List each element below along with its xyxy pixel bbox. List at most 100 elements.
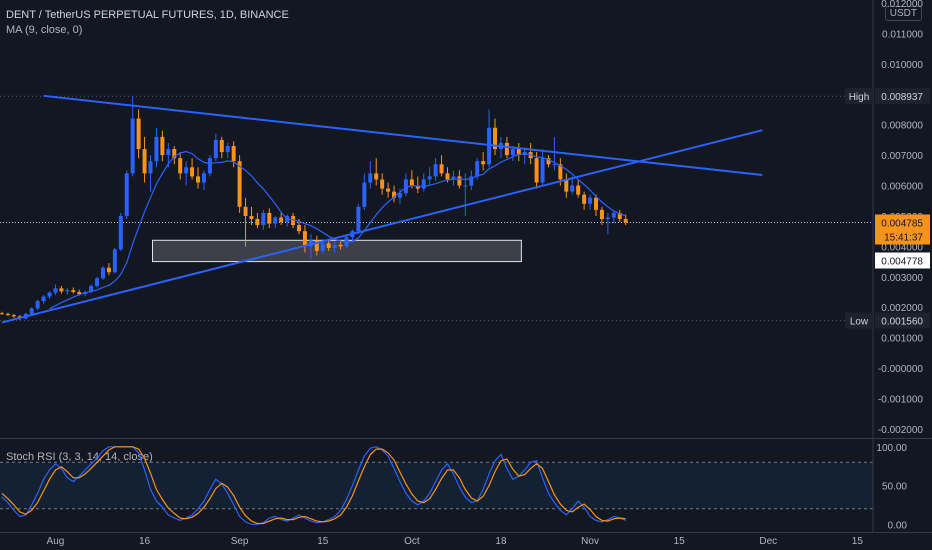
time-tick-label: Oct bbox=[404, 536, 420, 547]
candle bbox=[249, 215, 254, 219]
time-tick-label: 15 bbox=[674, 536, 686, 547]
price-tick-label: -0.002000 bbox=[878, 425, 923, 436]
candle bbox=[148, 161, 153, 174]
candle bbox=[397, 193, 402, 198]
candle bbox=[255, 219, 260, 226]
candle bbox=[439, 164, 444, 174]
price-tick-label: 0.011000 bbox=[882, 29, 923, 40]
low-label-box bbox=[845, 312, 873, 329]
stoch-rsi-legend: Stoch RSI (3, 3, 14, 14, close) bbox=[6, 451, 153, 463]
candle bbox=[374, 173, 379, 180]
candle bbox=[154, 136, 159, 162]
candle bbox=[41, 296, 46, 302]
candle bbox=[196, 176, 201, 183]
candle bbox=[611, 212, 616, 218]
candle bbox=[433, 164, 438, 177]
time-tick-label: 16 bbox=[139, 536, 151, 547]
ma-legend: MA (9, close, 0) bbox=[6, 24, 83, 36]
candle bbox=[95, 278, 100, 286]
price-tick-label: 0.012000 bbox=[881, 0, 923, 10]
candle bbox=[564, 179, 569, 192]
low-tag bbox=[875, 312, 930, 329]
candle bbox=[279, 217, 284, 223]
time-tick-label: Dec bbox=[759, 536, 777, 547]
time-tick-label: Aug bbox=[47, 536, 65, 547]
lower-support-trendline[interactable] bbox=[1, 129, 763, 324]
candle bbox=[130, 118, 135, 174]
price-tick-label: -0.001000 bbox=[878, 394, 923, 405]
time-tick-label: Nov bbox=[581, 536, 599, 547]
candle bbox=[77, 292, 82, 295]
candle bbox=[207, 158, 212, 174]
candle bbox=[166, 149, 171, 156]
candle bbox=[201, 173, 206, 183]
candle bbox=[160, 136, 165, 156]
rsi-band bbox=[0, 462, 873, 509]
candle bbox=[106, 267, 111, 273]
price-tick-label: 0.008000 bbox=[881, 121, 923, 132]
candle bbox=[0, 313, 4, 315]
support-zone bbox=[152, 239, 522, 263]
candle bbox=[617, 212, 622, 219]
candle bbox=[599, 209, 604, 219]
high-value: 0.008937 bbox=[881, 92, 923, 103]
candle bbox=[504, 142, 509, 156]
candle bbox=[261, 212, 266, 226]
stoch-k-line bbox=[1, 446, 626, 525]
rsi-tick-label: 0.00 bbox=[888, 520, 908, 531]
candle bbox=[588, 197, 593, 204]
candle bbox=[362, 182, 367, 207]
grid bbox=[0, 95, 873, 322]
candle bbox=[576, 185, 581, 195]
price-tick-label: -0.000000 bbox=[878, 364, 923, 375]
price-candles bbox=[0, 96, 628, 320]
candle bbox=[237, 161, 242, 207]
candle bbox=[534, 158, 539, 183]
candle bbox=[136, 118, 141, 150]
candle bbox=[457, 176, 462, 186]
time-axis: Aug16Sep15Oct18Nov15Dec15202217 bbox=[0, 532, 932, 547]
candle bbox=[213, 139, 218, 159]
candle bbox=[409, 179, 414, 186]
candle bbox=[356, 206, 361, 232]
candle bbox=[291, 215, 296, 226]
candle bbox=[178, 158, 183, 174]
candle bbox=[267, 212, 272, 224]
candle bbox=[368, 173, 373, 183]
candle bbox=[582, 194, 587, 204]
time-tick-label: 15 bbox=[852, 536, 864, 547]
candle bbox=[475, 161, 480, 177]
candle bbox=[540, 158, 545, 183]
pane-separator[interactable] bbox=[0, 438, 932, 439]
time-tick-label: Sep bbox=[231, 536, 249, 547]
price-tick-label: 0.006000 bbox=[881, 182, 923, 193]
candle bbox=[273, 217, 278, 224]
rsi-tick-label: 50.00 bbox=[882, 482, 907, 493]
candle bbox=[392, 191, 397, 198]
candle bbox=[190, 167, 195, 177]
candle bbox=[546, 158, 551, 165]
support-zone-box[interactable] bbox=[152, 239, 522, 263]
candle bbox=[29, 308, 34, 314]
candle bbox=[427, 176, 432, 180]
candle bbox=[47, 292, 52, 297]
candle bbox=[320, 243, 325, 251]
price-tick-label: 0.007000 bbox=[881, 151, 923, 162]
time-tick-label: 15 bbox=[317, 536, 329, 547]
candle bbox=[469, 176, 474, 186]
candle bbox=[53, 288, 58, 293]
currency-button[interactable]: USDT bbox=[884, 6, 922, 21]
time-tick-label: 18 bbox=[495, 536, 507, 547]
high-tag bbox=[875, 88, 930, 105]
candle bbox=[124, 173, 129, 216]
candle bbox=[481, 161, 486, 165]
ma-value-tag bbox=[875, 252, 930, 269]
candle bbox=[570, 185, 575, 192]
candle bbox=[297, 225, 301, 232]
candle bbox=[623, 219, 628, 223]
candle bbox=[463, 185, 468, 187]
upper-resistance-trendline[interactable] bbox=[43, 94, 763, 177]
candle bbox=[403, 179, 408, 194]
ma-value: 0.004778 bbox=[881, 256, 923, 267]
